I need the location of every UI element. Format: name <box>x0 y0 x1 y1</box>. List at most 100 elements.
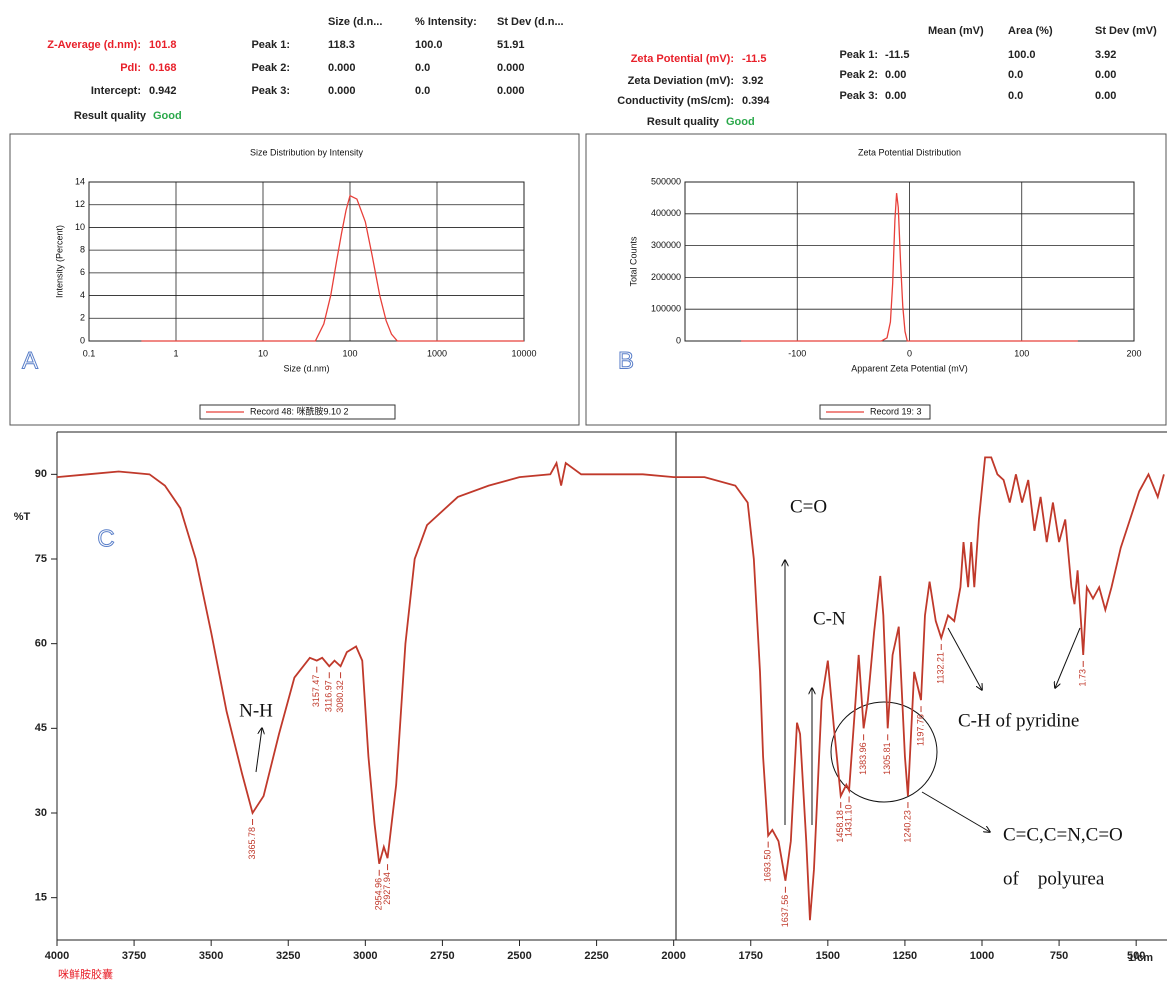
peak-cell: 0.0 <box>415 62 430 74</box>
x-tick-label: 3750 <box>122 950 146 962</box>
peak-label: 2927.94 <box>382 872 392 905</box>
peak-cell: 51.91 <box>497 39 525 51</box>
y-tick-label: 10 <box>75 222 85 232</box>
y-tick-label: 500000 <box>651 176 681 186</box>
result-label: Zeta Deviation (mV): <box>628 75 734 87</box>
y-tick-label: 6 <box>80 267 85 277</box>
series-line <box>141 194 524 342</box>
column-header: Area (%) <box>1008 25 1053 37</box>
result-label: Zeta Potential (mV): <box>631 53 734 65</box>
x-tick-label: 1750 <box>739 950 763 962</box>
y-tick-label: 100000 <box>651 304 681 314</box>
panel-b-frame <box>585 133 1167 426</box>
column-header: St Dev (d.n... <box>497 16 564 28</box>
peak-cell: 100.0 <box>1008 49 1036 61</box>
peak-cell: 0.0 <box>1008 90 1023 102</box>
x-tick-label: 0 <box>907 348 912 358</box>
legend-box <box>819 404 931 420</box>
x-tick-label: 3500 <box>199 950 223 962</box>
peak-cell: 0.000 <box>328 62 356 74</box>
arrow <box>947 627 982 690</box>
peak-cell: 3.92 <box>1095 49 1116 61</box>
peak-label: 1132.21 <box>936 652 946 684</box>
peak-cell: -11.5 <box>885 49 909 61</box>
x-tick-label: 2250 <box>584 950 608 962</box>
column-header: Mean (mV) <box>928 25 984 37</box>
y-tick-label: 15 <box>35 892 47 904</box>
peak-label: 3157.47 <box>311 675 321 708</box>
y-tick-label: 30 <box>35 807 47 819</box>
peak-name: Peak 2: <box>251 62 290 74</box>
peak-cell: 0.00 <box>885 90 906 102</box>
plot-frame <box>88 181 525 342</box>
peak-label: 2954.96 <box>374 878 384 911</box>
peak-label: 3365.78 <box>247 827 257 860</box>
annotation: C-N <box>813 608 846 629</box>
legend-label: Record 19: 3 <box>870 406 922 416</box>
peak-cell: 0.000 <box>328 85 356 97</box>
y-tick-label: 400000 <box>651 208 681 218</box>
peak-name: Peak 2: <box>839 69 878 81</box>
peak-label: 3116.97 <box>324 680 334 712</box>
quality-label: Result quality <box>647 116 720 128</box>
peak-label: 1431.10 <box>843 804 853 837</box>
y-axis-label: Intensity (Percent) <box>54 225 64 298</box>
y-axis-label: Total Counts <box>628 236 638 287</box>
annotation: N-H <box>239 700 273 721</box>
y-tick-label: 45 <box>35 722 47 734</box>
chart-title: Size Distribution by Intensity <box>250 147 364 157</box>
peak-cell: 0.0 <box>1008 69 1023 81</box>
result-value: 0.168 <box>149 62 177 74</box>
peak-cell: 0.000 <box>497 85 525 97</box>
annotation: C=C,C=N,C=O <box>1003 824 1123 845</box>
y-axis-label: %T <box>14 511 31 523</box>
peak-label: 1305.81 <box>882 742 892 775</box>
peak-label: 1637.56 <box>780 895 790 928</box>
peak-label: 1693.50 <box>763 850 773 883</box>
series-line <box>56 456 1165 921</box>
x-tick-label: 100 <box>342 348 357 358</box>
peak-name: Peak 3: <box>251 85 290 97</box>
quality-label: Result quality <box>74 110 147 122</box>
x-axis-label: Apparent Zeta Potential (mV) <box>851 363 968 373</box>
peak-name: Peak 3: <box>839 90 878 102</box>
x-tick-label: 3000 <box>353 950 377 962</box>
peak-cell: 0.00 <box>885 69 906 81</box>
peak-cell: 0.0 <box>415 85 430 97</box>
panel-label: C <box>97 525 114 552</box>
peak-label: 1197.76 <box>915 714 925 746</box>
y-tick-label: 12 <box>75 199 85 209</box>
column-header: % Intensity: <box>415 16 477 28</box>
column-header: St Dev (mV) <box>1095 25 1157 37</box>
y-tick-label: 300000 <box>651 240 681 250</box>
arrow <box>255 728 262 773</box>
x-tick-label: 10000 <box>511 348 536 358</box>
result-label: Conductivity (mS/cm): <box>617 95 734 107</box>
panel-label: B <box>618 347 634 374</box>
x-tick-label: 750 <box>1050 950 1068 962</box>
y-tick-label: 60 <box>35 638 47 650</box>
result-label: Z-Average (d.nm): <box>47 39 141 51</box>
y-tick-label: 0 <box>676 335 681 345</box>
y-tick-label: 200000 <box>651 272 681 282</box>
y-tick-label: 14 <box>75 176 85 186</box>
y-tick-label: 90 <box>35 468 47 480</box>
peak-label: 1458.18 <box>835 810 845 843</box>
column-header: Size (d.n... <box>328 16 382 28</box>
peak-name: Peak 1: <box>251 39 290 51</box>
y-tick-label: 0 <box>80 335 85 345</box>
result-value: 3.92 <box>742 75 763 87</box>
x-tick-label: 0.1 <box>83 348 96 358</box>
peak-cell: 118.3 <box>328 39 355 51</box>
panel-a-frame <box>9 133 580 426</box>
x-tick-label: 1000 <box>427 348 447 358</box>
quality-value: Good <box>726 116 755 128</box>
peak-cell: 100.0 <box>415 39 443 51</box>
arrow <box>921 791 990 832</box>
y-tick-label: 75 <box>35 553 47 565</box>
x-tick-label: 500 <box>1127 950 1145 962</box>
x-tick-label: 4000 <box>45 950 69 962</box>
annotation: C=O <box>790 496 827 517</box>
sample-label: 咪鲜胺胶囊 <box>58 967 113 981</box>
